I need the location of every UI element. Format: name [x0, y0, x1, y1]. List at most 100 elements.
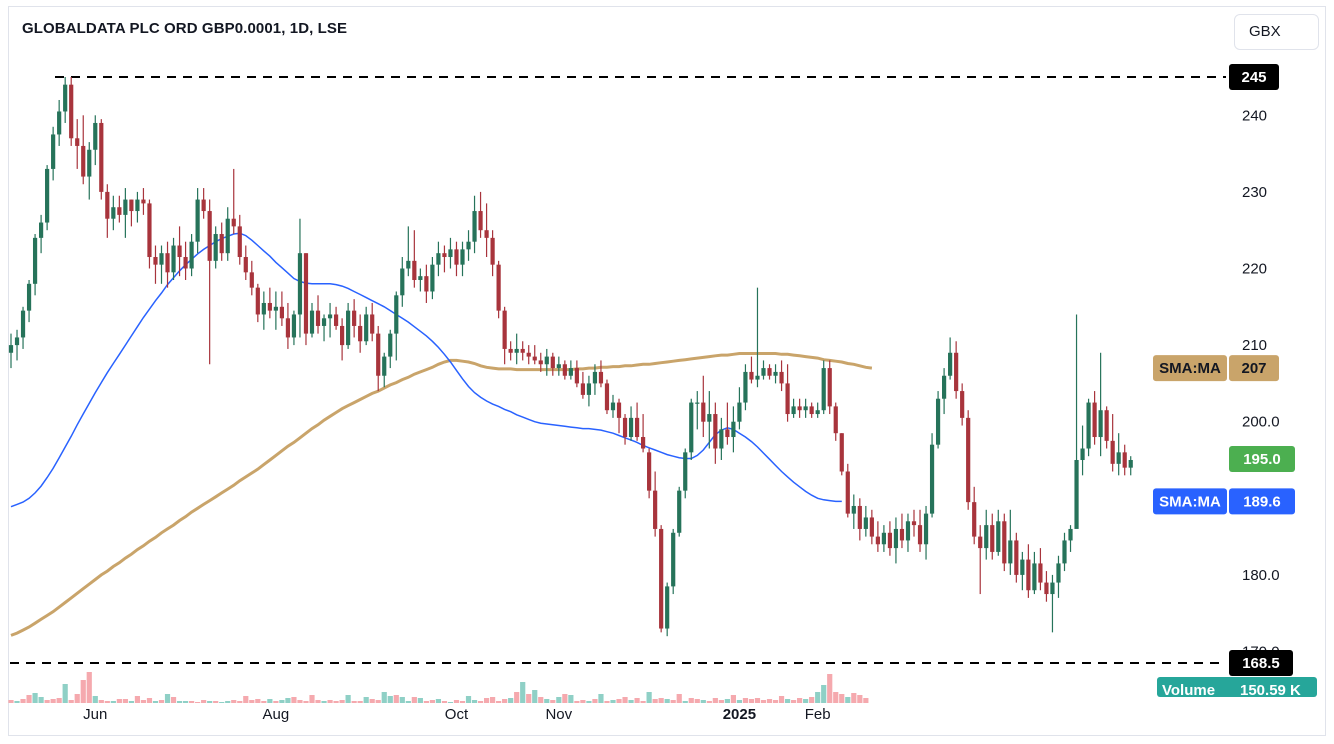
- candle-body: [20, 310, 26, 338]
- candle: [634, 402, 640, 441]
- volume-bar: [86, 672, 92, 703]
- candle-body: [39, 222, 44, 238]
- candle-body: [719, 429, 724, 449]
- candle-body: [388, 333, 393, 357]
- candle-body: [568, 368, 573, 376]
- volume-bar: [158, 700, 165, 703]
- candle: [833, 402, 838, 441]
- candle-body: [737, 402, 742, 422]
- candle: [273, 291, 278, 330]
- candle: [490, 230, 495, 277]
- candle-body: [755, 375, 760, 380]
- candle-body: [93, 122, 98, 150]
- volume-bar: [447, 702, 454, 703]
- candle-body: [45, 168, 50, 223]
- candle: [243, 245, 248, 280]
- volume-bar: [465, 696, 472, 703]
- volume-bar: [68, 700, 74, 703]
- candle-body: [153, 257, 158, 265]
- y-tick-label: 230: [1242, 184, 1267, 201]
- volume-bar: [580, 700, 586, 703]
- candle-body: [1056, 563, 1061, 583]
- volume-bar: [237, 701, 243, 703]
- volume-bar: [754, 698, 761, 703]
- volume-bar: [453, 700, 460, 703]
- candle-body: [773, 371, 778, 376]
- volume-bar: [526, 694, 532, 703]
- candle-body: [309, 310, 315, 334]
- candle: [929, 433, 935, 518]
- candle: [869, 509, 874, 545]
- candle: [376, 325, 381, 392]
- volume-bar: [441, 701, 448, 703]
- candle: [1098, 352, 1103, 457]
- volume-bar: [676, 694, 682, 703]
- candle-body: [315, 310, 321, 326]
- volume-bar: [568, 695, 574, 703]
- candle: [544, 348, 549, 376]
- candle-body: [538, 360, 543, 365]
- candle-body: [526, 352, 531, 357]
- volume-bar: [26, 695, 32, 703]
- candle-body: [839, 433, 844, 472]
- candle: [809, 402, 814, 418]
- candle-body: [111, 207, 116, 219]
- candle-body: [57, 111, 62, 135]
- candle: [291, 310, 297, 346]
- candle: [267, 287, 272, 319]
- x-tick-label: Nov: [545, 706, 572, 723]
- candle: [63, 77, 68, 123]
- candle-body: [610, 402, 616, 411]
- candle-body: [659, 528, 664, 629]
- candle: [960, 383, 965, 426]
- candle: [1092, 391, 1097, 445]
- candle-body: [382, 356, 387, 376]
- candle: [1110, 414, 1115, 472]
- horizontal-lines: [10, 76, 1226, 664]
- candle: [653, 471, 658, 537]
- volume-bar: [219, 702, 225, 703]
- volume-bar: [544, 699, 550, 703]
- candle-body: [171, 245, 176, 273]
- volume-bar: [128, 701, 134, 703]
- candle-body: [1074, 460, 1079, 529]
- candle: [508, 341, 513, 361]
- candle-body: [406, 260, 411, 269]
- candle: [20, 306, 26, 349]
- candle: [159, 245, 164, 284]
- sma-long-name-tag-text: SMA:MA: [1159, 360, 1221, 377]
- currency-selector[interactable]: GBX: [1234, 14, 1319, 50]
- candle-body: [1014, 540, 1019, 575]
- candle: [978, 525, 983, 595]
- candle-body: [863, 517, 868, 529]
- candle-body: [285, 318, 291, 338]
- candle: [1002, 513, 1007, 572]
- candle: [93, 115, 98, 166]
- moving-averages: [10, 232, 873, 637]
- volume-bar: [682, 701, 688, 703]
- volume-bar: [291, 697, 297, 703]
- candle: [863, 505, 868, 537]
- candle-body: [544, 356, 549, 365]
- candle: [592, 364, 598, 395]
- candle: [1050, 574, 1055, 633]
- candle-body: [1044, 582, 1049, 595]
- candle: [917, 509, 923, 552]
- x-tick-label: Feb: [805, 706, 831, 723]
- candle: [111, 195, 116, 231]
- candle: [966, 410, 971, 510]
- candle: [616, 398, 622, 434]
- volume-bar: [664, 699, 670, 703]
- volume-bar: [839, 694, 845, 703]
- candle-body: [622, 417, 628, 438]
- volume-bar: [520, 682, 526, 703]
- candle-body: [141, 199, 146, 204]
- candle-body: [273, 306, 278, 311]
- candle-body: [1128, 460, 1133, 468]
- candle: [948, 337, 953, 380]
- candle-body: [327, 314, 333, 319]
- candle: [213, 226, 218, 269]
- volume-bar: [195, 702, 201, 703]
- volume-bar: [351, 701, 357, 703]
